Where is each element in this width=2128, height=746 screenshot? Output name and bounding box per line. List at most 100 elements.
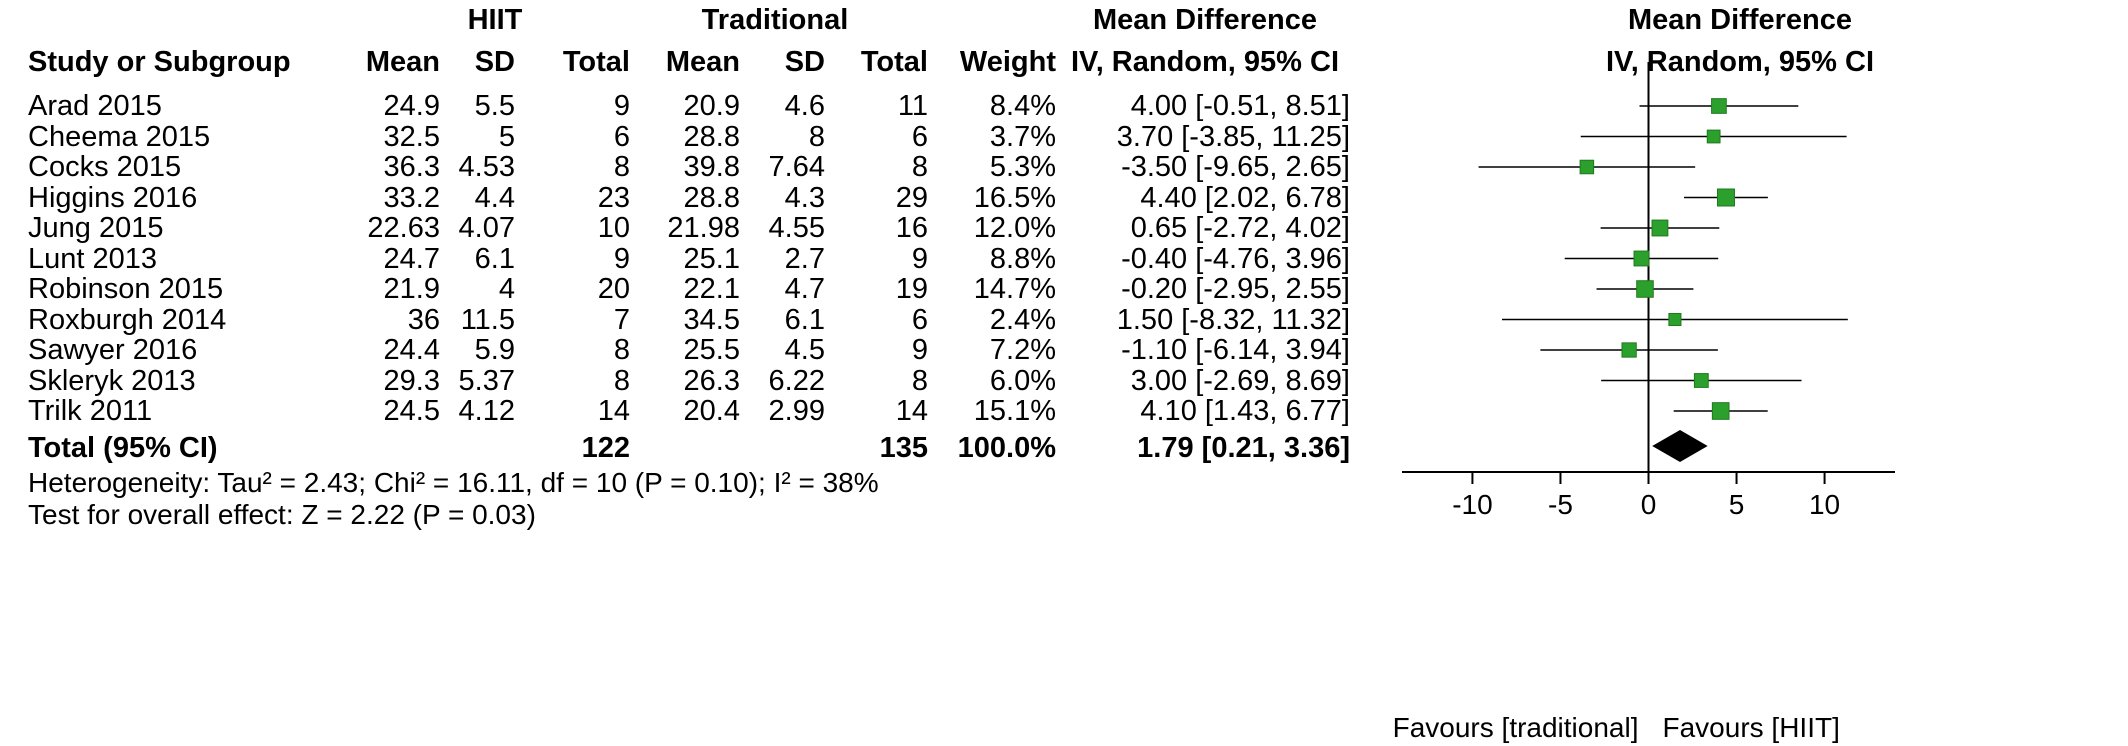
traditional-sd: 4.7 (784, 273, 825, 305)
traditional-total: 9 (911, 242, 928, 275)
hiit-total: 20 (597, 273, 630, 305)
traditional-mean: 20.9 (683, 90, 740, 122)
traditional-mean: 21.98 (667, 212, 740, 244)
study-weight: 7.2% (989, 334, 1056, 366)
study-name: Cheema 2015 (28, 120, 211, 153)
plot-title: Mean Difference (1627, 4, 1852, 36)
plot-subtitle: IV, Random, 95% CI (1605, 46, 1875, 78)
traditional-sd: 6.1 (784, 303, 825, 336)
traditional-sd: 4.6 (784, 90, 825, 122)
hiit-total: 10 (597, 212, 630, 244)
study-ci: -3.50 [-9.65, 2.65] (1121, 151, 1350, 183)
hiit-mean: 29.3 (383, 364, 440, 397)
sd2-header: SD (784, 46, 825, 78)
traditional-mean: 20.4 (683, 395, 740, 427)
study-weight: 5.3% (989, 151, 1056, 183)
study-name: Arad 2015 (28, 90, 162, 122)
hiit-sd: 5 (498, 120, 515, 153)
hiit-mean: 24.7 (383, 242, 440, 275)
hiit-mean: 36 (407, 303, 440, 336)
study-marker (1711, 98, 1727, 114)
hiit-mean: 24.5 (383, 395, 440, 427)
study-name: Cocks 2015 (28, 151, 182, 183)
total-weight: 100.0% (957, 432, 1056, 464)
study-marker (1711, 402, 1730, 420)
hiit-total: 8 (613, 151, 630, 183)
total-label: Total (95% CI) (28, 432, 218, 464)
traditional-sd: 4.55 (768, 212, 825, 244)
study-ci: 3.70 [-3.85, 11.25] (1116, 120, 1350, 153)
study-weight: 3.7% (989, 120, 1056, 153)
traditional-mean: 28.8 (683, 181, 740, 214)
study-marker (1579, 159, 1595, 175)
traditional-total: 16 (895, 212, 928, 244)
hiit-sd: 4.4 (474, 181, 515, 214)
study-column-header: Study or Subgroup (28, 46, 291, 78)
hiit-sd: 6.1 (474, 242, 515, 275)
traditional-sd: 6.22 (768, 364, 825, 397)
study-marker (1693, 373, 1709, 388)
study-marker (1636, 280, 1654, 298)
study-ci: -0.20 [-2.95, 2.55] (1121, 273, 1350, 305)
hiit-sd: 4.53 (458, 151, 515, 183)
mean2-header: Mean (665, 46, 740, 78)
hiit-total: 14 (597, 395, 630, 427)
total1-header: Total (562, 46, 630, 78)
study-name: Lunt 2013 (28, 242, 158, 275)
traditional-mean: 28.8 (683, 120, 740, 153)
traditional-mean: 26.3 (683, 364, 740, 397)
study-ci: -0.40 [-4.76, 3.96] (1121, 242, 1350, 275)
mean1-header: Mean (365, 46, 440, 78)
study-name: Roxburgh 2014 (28, 303, 227, 336)
overall-diamond (1652, 430, 1708, 462)
study-weight: 15.1% (973, 395, 1056, 427)
study-ci: 0.65 [-2.72, 4.02] (1130, 212, 1350, 244)
traditional-mean: 39.8 (683, 151, 740, 183)
study-marker (1633, 250, 1650, 267)
hiit-sd: 11.5 (460, 303, 515, 336)
study-name: Trilk 2011 (28, 395, 153, 427)
study-ci: 1.50 [-8.32, 11.32] (1116, 303, 1350, 336)
hiit-mean: 21.9 (383, 273, 440, 305)
study-marker (1716, 188, 1735, 207)
hiit-sd: 5.9 (474, 334, 515, 366)
study-weight: 8.4% (989, 90, 1056, 122)
total-n2: 135 (879, 432, 928, 464)
traditional-mean: 34.5 (683, 303, 740, 336)
x-tick-label: 10 (1809, 489, 1840, 520)
traditional-total: 11 (897, 90, 928, 122)
traditional-sd: 2.99 (768, 395, 825, 427)
md-column-title: Mean Difference (1092, 4, 1317, 36)
traditional-mean: 25.5 (683, 334, 740, 366)
traditional-mean: 25.1 (683, 242, 740, 275)
hiit-mean: 36.3 (383, 151, 440, 183)
hiit-sd: 4.12 (458, 395, 515, 427)
traditional-total: 8 (911, 364, 928, 397)
traditional-total: 14 (895, 395, 928, 427)
hiit-sd: 5.5 (474, 90, 515, 122)
study-marker (1706, 129, 1721, 144)
hiit-total: 23 (597, 181, 630, 214)
hiit-mean: 32.5 (383, 120, 440, 153)
hiit-total: 7 (613, 303, 630, 336)
hiit-total: 6 (613, 120, 630, 153)
hiit-mean: 24.4 (383, 334, 440, 366)
traditional-total: 8 (911, 151, 928, 183)
study-ci: -1.10 [-6.14, 3.94] (1121, 334, 1350, 366)
x-tick-label: -10 (1452, 489, 1492, 520)
hiit-mean: 22.63 (367, 212, 440, 244)
hiit-sd: 4 (498, 273, 515, 305)
sd1-header: SD (474, 46, 515, 78)
weight-header: Weight (959, 46, 1056, 78)
study-ci: 4.00 [-0.51, 8.51] (1130, 90, 1350, 122)
traditional-sd: 8 (808, 120, 825, 153)
study-marker (1651, 219, 1669, 237)
traditional-mean: 22.1 (683, 273, 740, 305)
hiit-mean: 33.2 (383, 181, 440, 214)
traditional-total: 6 (911, 120, 928, 153)
hiit-total: 8 (613, 364, 630, 397)
study-name: Sawyer 2016 (28, 334, 198, 366)
total-ci: 1.79 [0.21, 3.36] (1137, 432, 1350, 464)
traditional-total: 19 (895, 273, 928, 305)
